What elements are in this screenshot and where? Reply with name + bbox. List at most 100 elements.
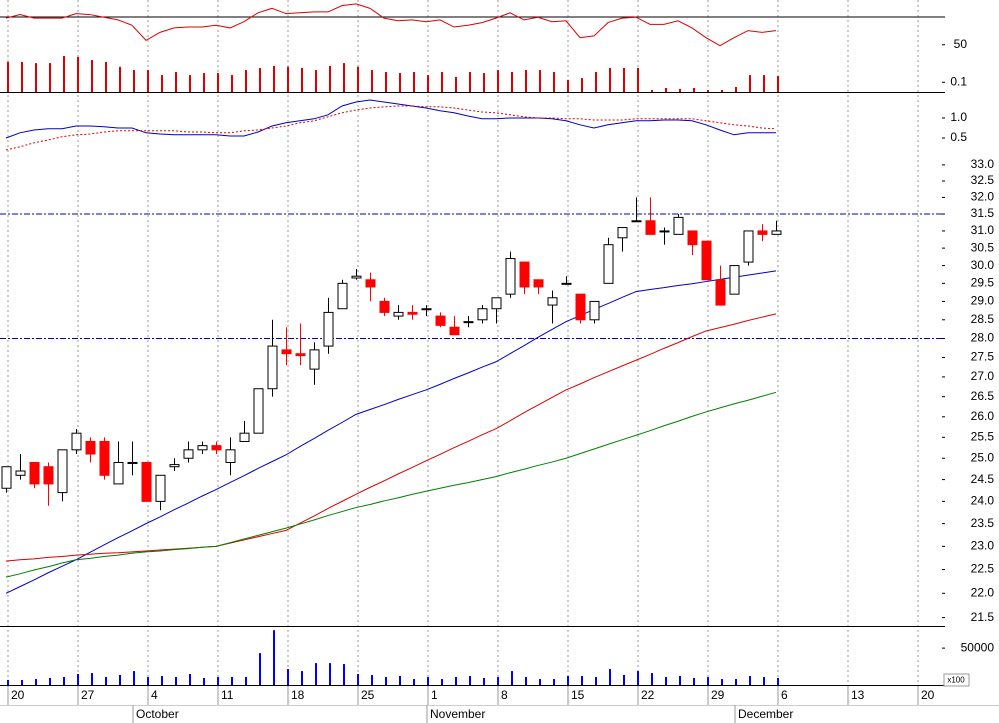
candle-body xyxy=(631,220,642,223)
candle-body xyxy=(155,474,166,502)
candle-body xyxy=(351,275,362,279)
volume-bar xyxy=(427,677,429,685)
candle-body xyxy=(407,311,418,315)
moving-average xyxy=(5,391,777,578)
volume-bar xyxy=(707,677,709,685)
volume-bar xyxy=(497,677,499,685)
candle-body xyxy=(575,293,586,321)
top-bar xyxy=(357,66,359,92)
volume-bar xyxy=(35,679,37,685)
top-bar xyxy=(707,89,709,92)
top-bar xyxy=(497,70,499,92)
candle-body xyxy=(701,240,712,281)
volume-bar xyxy=(623,675,625,685)
candle-body xyxy=(85,440,96,455)
top-bar xyxy=(49,63,51,92)
candle-body xyxy=(673,216,684,235)
top-bar xyxy=(119,66,121,92)
y-tick-label: 0.5 xyxy=(950,130,967,144)
candle-body xyxy=(309,349,320,370)
top-bar xyxy=(483,73,485,92)
top-bar xyxy=(287,66,289,92)
candle-body xyxy=(617,227,628,239)
volume-bar xyxy=(469,676,471,685)
candle-body xyxy=(323,311,334,347)
unit-label: x100 xyxy=(947,676,965,685)
candle-body xyxy=(603,244,614,284)
top-bar xyxy=(665,87,667,92)
top-bar xyxy=(315,70,317,92)
y-tick-label: 26.5 xyxy=(971,389,995,403)
volume-bar xyxy=(763,677,765,685)
top-bar xyxy=(371,70,373,92)
top-bar xyxy=(329,65,331,92)
volume-bar xyxy=(287,669,289,685)
y-tick-label: 24.0 xyxy=(971,494,995,508)
candle-body xyxy=(267,345,278,390)
top-bar xyxy=(77,56,79,92)
volume-bar xyxy=(175,677,177,685)
volume-bar xyxy=(539,679,541,685)
y-tick-label: 22.5 xyxy=(971,562,995,576)
candle-body xyxy=(239,432,250,442)
volume-bar xyxy=(385,677,387,685)
y-tick-label: 29.5 xyxy=(971,276,995,290)
top-bar xyxy=(301,68,303,92)
top-bar xyxy=(63,56,65,92)
top-bar xyxy=(637,68,639,92)
volume-bar xyxy=(693,677,695,685)
candle-body xyxy=(561,282,572,285)
volume-bar xyxy=(21,679,23,685)
top-bar xyxy=(175,71,177,92)
candle-body xyxy=(771,230,782,235)
candle-body xyxy=(295,353,306,357)
candle-body xyxy=(449,326,460,336)
top-bar xyxy=(147,70,149,92)
top-bar xyxy=(763,75,765,92)
candle-body xyxy=(169,464,180,468)
volume-bar xyxy=(637,671,639,685)
top-bar xyxy=(343,63,345,92)
top-line xyxy=(5,3,777,47)
top-bar xyxy=(623,68,625,92)
volume-bar xyxy=(581,676,583,685)
moving-average xyxy=(5,270,777,594)
top-bar xyxy=(553,71,555,92)
candle-body xyxy=(253,388,264,434)
candle-body xyxy=(715,279,726,306)
y-tick-label: 22.0 xyxy=(971,585,995,599)
y-tick-label: 23.5 xyxy=(971,516,995,530)
top-bar xyxy=(231,75,233,92)
candle-body xyxy=(659,230,670,233)
month-label: November xyxy=(430,707,485,721)
volume-bar xyxy=(189,674,191,685)
volume-bar xyxy=(651,673,653,685)
volume-bar xyxy=(553,679,555,685)
y-tick-label: 1.0 xyxy=(950,110,967,124)
y-tick-label: 28.0 xyxy=(971,331,995,345)
unit-box xyxy=(943,673,970,687)
y-tick-label: 32.5 xyxy=(971,173,995,187)
top-bar xyxy=(259,68,261,92)
top-bar xyxy=(7,61,9,92)
x-tick-label: 13 xyxy=(851,688,865,702)
candle-body xyxy=(1,466,12,489)
candle-body xyxy=(421,308,432,311)
y-tick-label: 50 xyxy=(954,37,968,51)
x-tick-label: 20 xyxy=(921,688,935,702)
oscillator-line xyxy=(5,99,776,139)
volume-bar xyxy=(371,675,373,685)
volume-bar xyxy=(273,630,275,685)
oscillator-line xyxy=(5,105,777,151)
y-tick-label: 33.0 xyxy=(971,157,995,171)
top-bar xyxy=(21,61,23,92)
volume-bar xyxy=(77,674,79,685)
volume-bar xyxy=(259,653,261,685)
y-tick-label: 25.5 xyxy=(971,429,995,443)
top-bar xyxy=(469,71,471,92)
x-tick-label: 11 xyxy=(221,688,234,702)
volume-bar xyxy=(777,677,779,685)
y-tick-label: 0.1 xyxy=(950,74,967,88)
top-bar xyxy=(651,89,653,92)
candle-body xyxy=(141,461,152,502)
